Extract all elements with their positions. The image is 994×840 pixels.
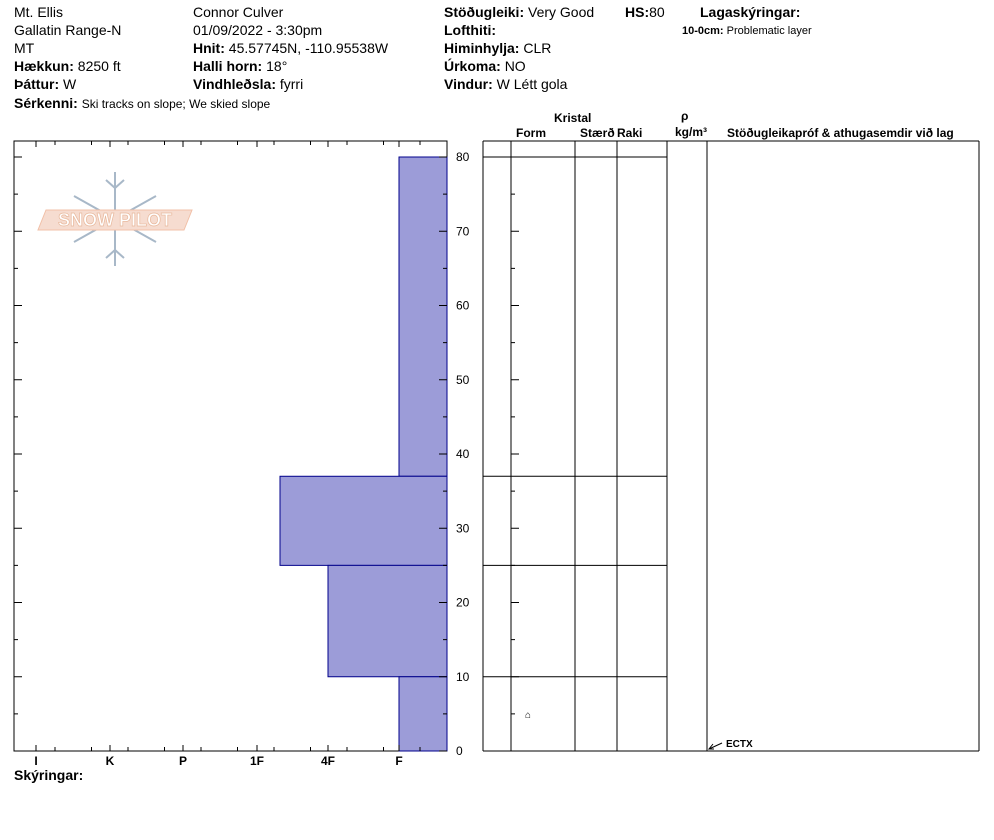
hs-label: HS: <box>625 4 650 20</box>
wind-value: W Létt gola <box>496 76 568 92</box>
depth-tick-label: 0 <box>456 744 463 758</box>
layer-notes-title: Lagaskýringar: <box>700 4 801 20</box>
notes-label: Skýringar: <box>14 767 84 783</box>
stability-test-marker: ECTX <box>707 739 753 750</box>
coords-value: 45.57745N, -110.95538W <box>228 40 389 56</box>
sky-label: Himinhylja: <box>444 40 520 56</box>
depth-tick-label: 70 <box>456 224 470 238</box>
elevation-field: Hækkun: 8250 ft <box>14 58 121 74</box>
depth-axis: 0 10 20 30 40 50 60 70 80 <box>14 150 470 758</box>
wind-loading-field: Vindhleðsla: fyrri <box>193 76 303 92</box>
hardness-bar-3 <box>398 676 448 752</box>
rho-header: ρ <box>681 109 689 123</box>
crystal-table <box>482 140 980 752</box>
hardness-tick-label: F <box>395 754 402 768</box>
features-field: Sérkenni: Ski tracks on slope; We skied … <box>14 95 270 112</box>
depth-tick-label: 50 <box>456 373 470 387</box>
layer-note: 10-0cm: Problematic layer <box>682 23 812 39</box>
range-name: Gallatin Range-N <box>14 22 122 38</box>
hardness-tick-label: P <box>179 754 187 768</box>
table-depth-ticks <box>511 156 519 752</box>
state-name: MT <box>14 40 35 56</box>
depth-tick-label: 60 <box>456 299 470 313</box>
snowpilot-logo: SNOW PILOT <box>37 172 193 266</box>
moisture-header: Raki <box>617 126 643 140</box>
hardness-bar-2 <box>327 564 448 678</box>
elevation-label: Hækkun: <box>14 58 74 74</box>
sky-field: Himinhylja: CLR <box>444 40 551 56</box>
sky-value: CLR <box>523 40 552 56</box>
hardness-tick-label: I <box>34 754 37 768</box>
wind-field: Vindur: W Létt gola <box>444 76 567 92</box>
depth-tick-label: 10 <box>456 670 470 684</box>
aspect-label: Þáttur: <box>14 76 60 92</box>
aspect-value: W <box>63 76 77 92</box>
slope-label: Halli horn: <box>193 58 263 74</box>
slope-field: Halli horn: 18° <box>193 58 287 74</box>
stability-test-label: ECTX <box>726 739 753 750</box>
stability-label: Stöðugleiki: <box>444 4 525 20</box>
hardness-bars <box>279 156 448 752</box>
date-time: 01/09/2022 - 3:30pm <box>193 22 323 38</box>
kristal-header: Kristal <box>554 111 592 125</box>
precip-label: Úrkoma: <box>444 58 501 74</box>
features-value: Ski tracks on slope; We skied slope <box>81 97 271 111</box>
wind-loading-label: Vindhleðsla: <box>193 76 276 92</box>
layer-boundaries <box>483 156 667 678</box>
hardness-bar-1 <box>279 475 448 566</box>
stability-field: Stöðugleiki: Very Good <box>444 4 594 20</box>
density-unit-header: kg/m³ <box>675 125 708 139</box>
wind-label: Vindur: <box>444 76 493 92</box>
elevation-value: 8250 ft <box>77 58 121 74</box>
air-temp-field: Lofthiti: <box>444 22 496 38</box>
hardness-axis: I K P 1F 4F F <box>34 141 421 768</box>
coords-label: Hnit: <box>193 40 225 56</box>
aspect-field: Þáttur: W <box>14 76 76 92</box>
hs-field: HS:80 <box>625 4 665 20</box>
slope-value: 18° <box>266 58 288 74</box>
location-name: Mt. Ellis <box>14 4 63 20</box>
coords-field: Hnit: 45.57745N, -110.95538W <box>193 40 388 56</box>
stability-tests-header: Stöðugleikapróf & athugasemdir við lag <box>727 126 954 140</box>
depth-tick-label: 80 <box>456 150 470 164</box>
depth-tick-label: 20 <box>456 596 470 610</box>
hardness-tick-label: K <box>106 754 115 768</box>
hs-value: 80 <box>649 4 665 20</box>
logo-text: SNOW PILOT <box>58 210 172 230</box>
observer-name: Connor Culver <box>193 4 284 20</box>
layer-note-range: 10-0cm: <box>682 25 724 37</box>
depth-tick-label: 30 <box>456 521 470 535</box>
layer-note-text: Problematic layer <box>726 25 812 37</box>
hardness-tick-label: 1F <box>250 754 264 768</box>
wind-loading-value: fyrri <box>279 76 304 92</box>
depth-tick-label: 40 <box>456 447 470 461</box>
stability-value: Very Good <box>528 4 595 20</box>
precip-field: Úrkoma: NO <box>444 58 526 74</box>
hardness-bar-0 <box>398 156 448 477</box>
size-header: Stærð <box>580 126 615 140</box>
precip-value: NO <box>504 58 526 74</box>
hardness-tick-label: 4F <box>321 754 335 768</box>
form-header: Form <box>516 126 546 140</box>
grain-form-symbol: ⌂ <box>525 710 531 721</box>
features-label: Sérkenni: <box>14 95 78 111</box>
air-temp-label: Lofthiti: <box>444 22 497 38</box>
